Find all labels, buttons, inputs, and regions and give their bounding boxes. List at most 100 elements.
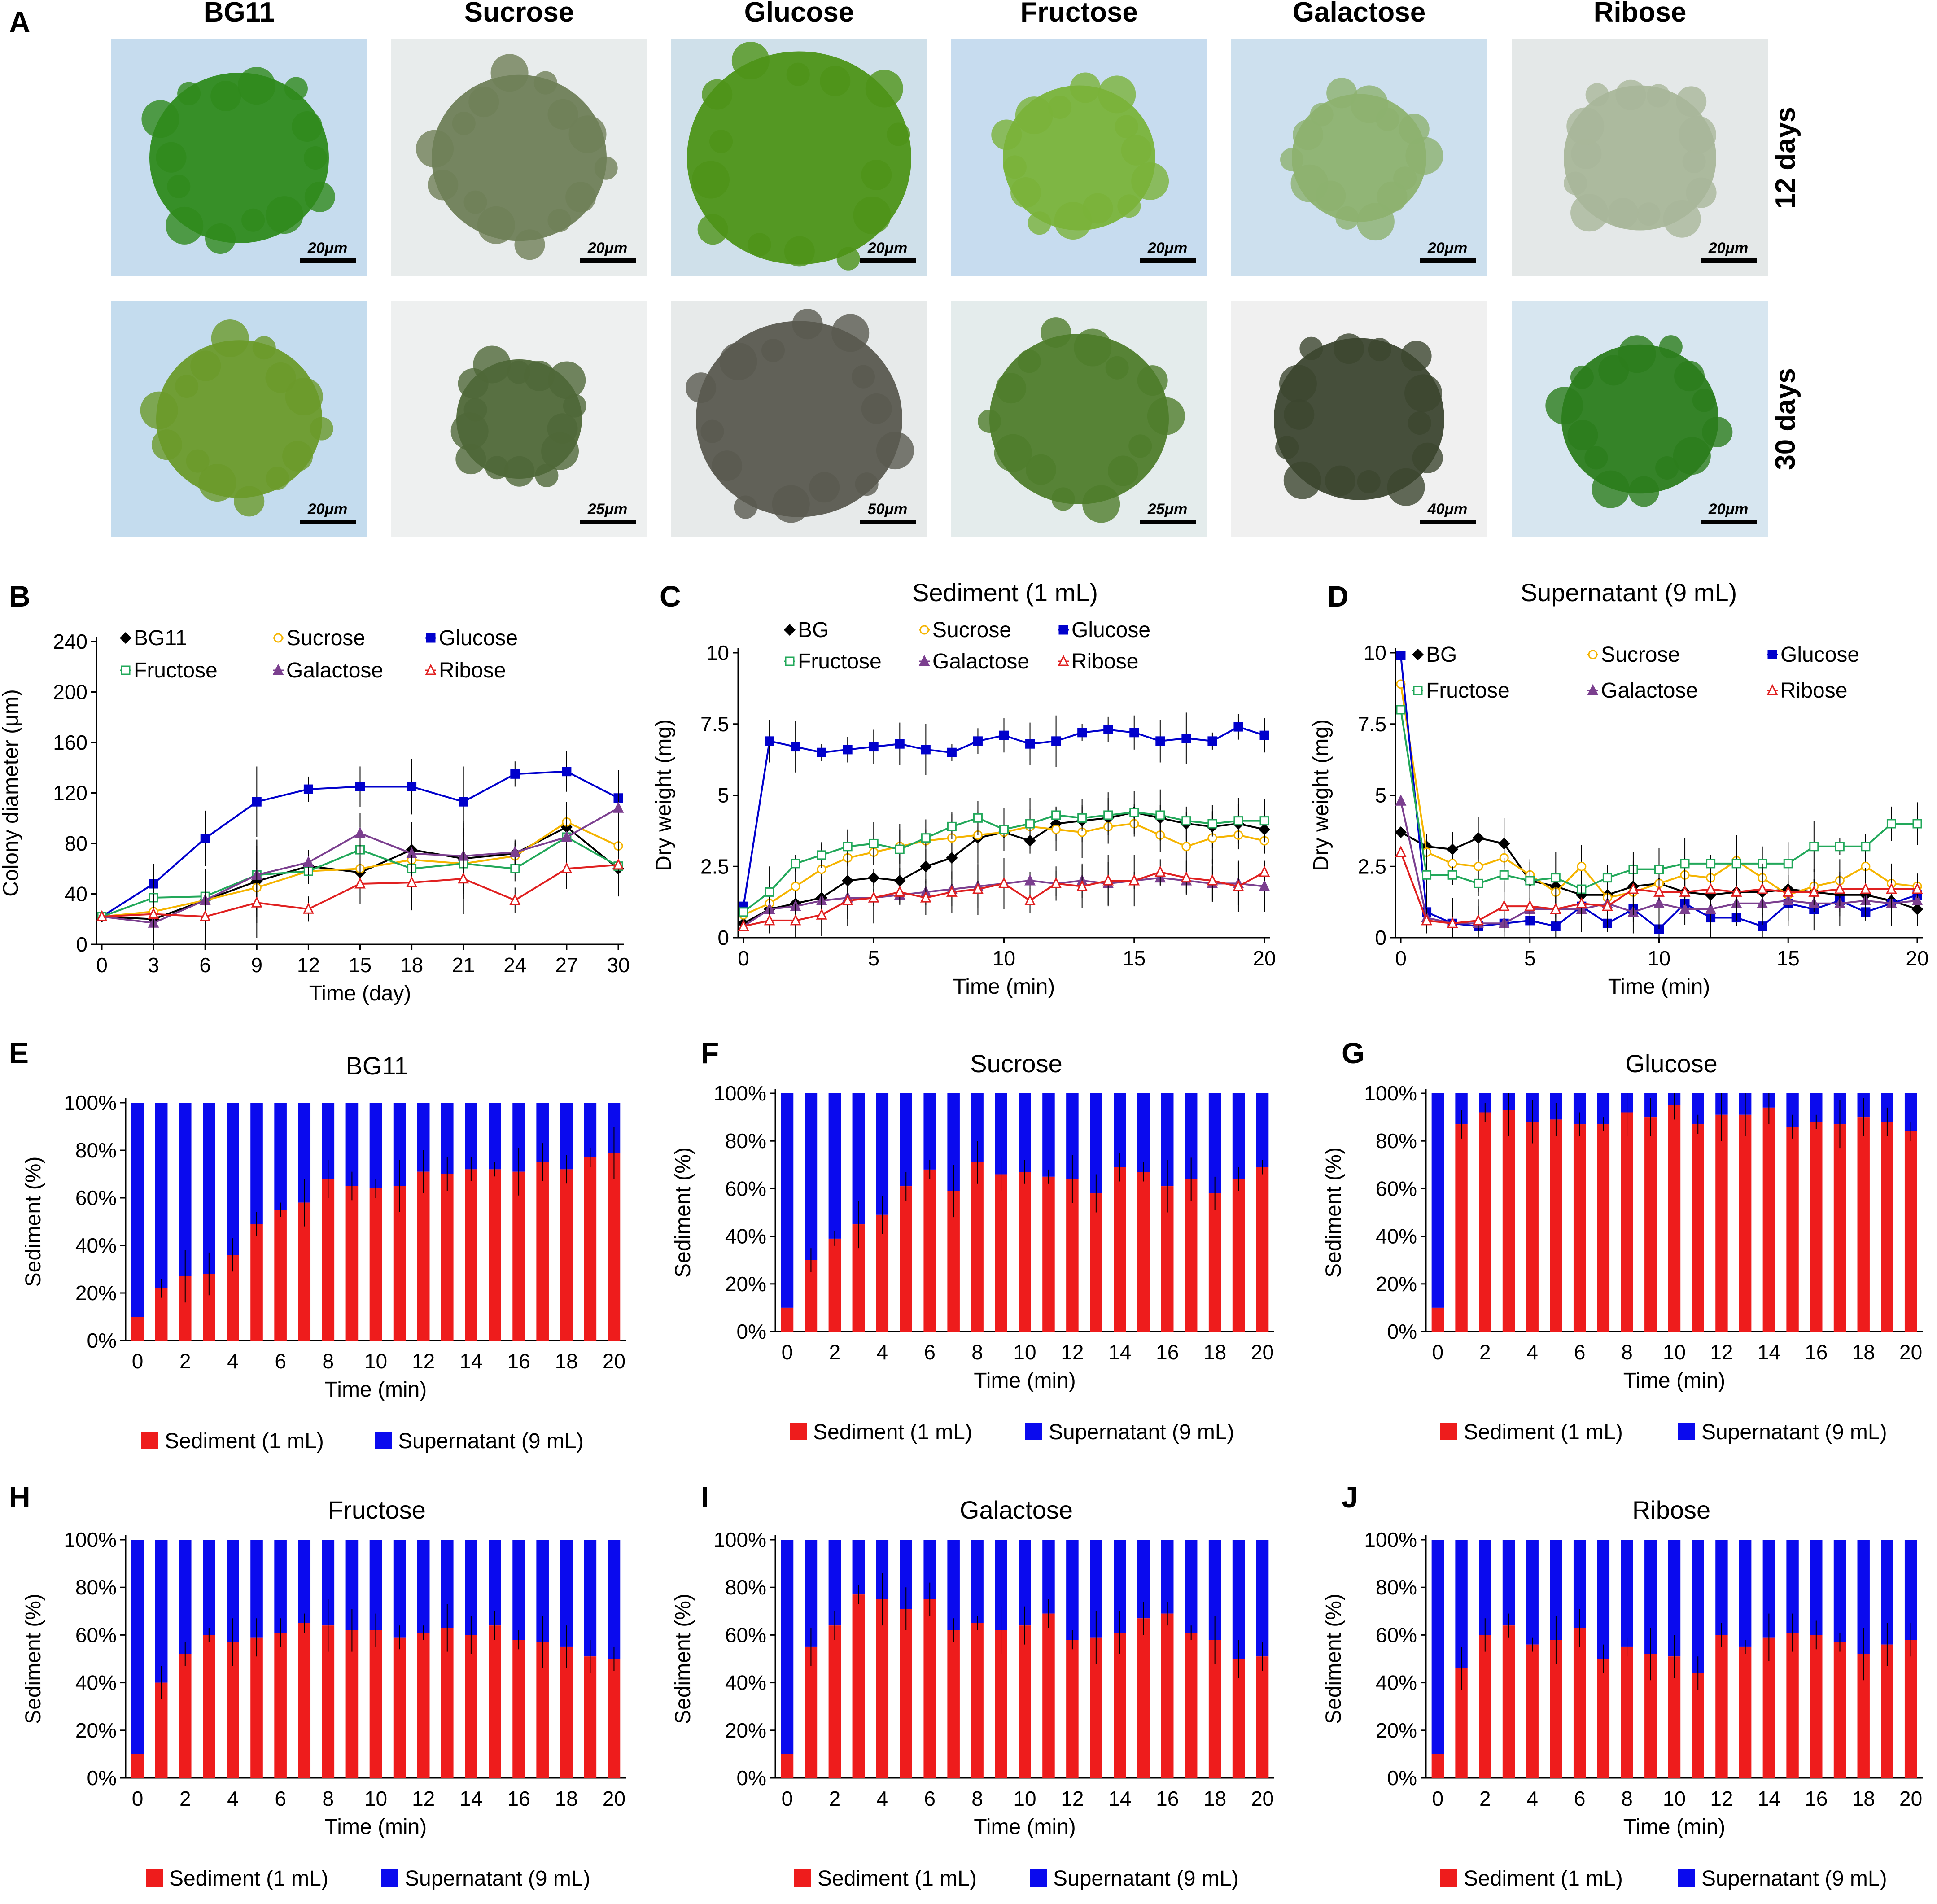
bar-sediment [465, 1169, 477, 1341]
legend-item: Fructose [1412, 679, 1510, 703]
colony-lobe [1121, 135, 1152, 166]
data-point [1207, 819, 1217, 829]
data-point [1911, 882, 1923, 894]
bar-sediment [1621, 1646, 1633, 1778]
legend-item: Sediment (1 mL) [794, 1867, 977, 1891]
y-tick-label: 80% [75, 1576, 117, 1599]
data-point [973, 736, 983, 746]
legend-item: Supernatant (9 mL) [1678, 1867, 1887, 1891]
colony-lobe [265, 196, 303, 234]
data-point [510, 769, 520, 779]
scale-bar [300, 520, 356, 524]
legend-marker [918, 655, 930, 666]
colony-lobe [1128, 434, 1152, 458]
colony-lobe [1584, 446, 1608, 470]
colony-lobe [477, 206, 515, 244]
legend-item: Supernatant (9 mL) [1025, 1420, 1234, 1444]
x-tick-label: 18 [1203, 1341, 1226, 1364]
data-point [1783, 859, 1793, 869]
x-tick-label: 6 [199, 953, 211, 977]
colony-lobe [1692, 389, 1716, 412]
colony-lobe [1117, 194, 1141, 218]
x-tick-label: 8 [1621, 1341, 1633, 1364]
data-point [1076, 880, 1088, 891]
data-point [921, 833, 931, 843]
bar-sediment [1644, 1117, 1657, 1332]
panel-letter-h: H [9, 1480, 31, 1514]
data-point [894, 886, 905, 897]
x-tick-label: 16 [1156, 1787, 1179, 1810]
bar-sediment [250, 1224, 263, 1341]
colony-lobe [156, 142, 187, 173]
x-tick-label: 14 [1758, 1787, 1780, 1810]
colony-lobe [1571, 138, 1602, 169]
x-tick-label: 18 [1852, 1341, 1875, 1364]
x-tick-label: 5 [868, 947, 879, 970]
x-tick-label: 20 [1899, 1341, 1922, 1364]
bar-sediment [947, 1630, 960, 1778]
column-title-0: BG11 [204, 0, 275, 28]
micrograph-1-3: 25μm [951, 301, 1207, 537]
chart-title: BG11 [345, 1052, 408, 1080]
legend-marker [272, 664, 284, 675]
data-point [1421, 914, 1432, 926]
colony-lobe [1678, 116, 1716, 154]
data-point [1024, 874, 1036, 886]
data-point [999, 730, 1009, 740]
data-point [1051, 736, 1061, 746]
x-tick-label: 16 [507, 1787, 530, 1810]
bar-sediment [1715, 1635, 1728, 1778]
legend-label: Ribose [1071, 650, 1138, 673]
bar-sediment [1137, 1618, 1150, 1778]
x-tick-label: 10 [1013, 1787, 1036, 1810]
legend-marker [121, 665, 131, 675]
data-point [946, 886, 958, 897]
data-point [1653, 886, 1665, 897]
bar-sediment [781, 1307, 794, 1332]
data-point [1782, 886, 1794, 897]
legend-item: Fructose [784, 650, 882, 673]
colony-lobe [547, 209, 571, 232]
bar-sediment [1185, 1633, 1198, 1778]
chart-title: Fructose [328, 1496, 426, 1524]
colony-lobe [524, 360, 555, 391]
bar-supernatant [155, 1540, 168, 1683]
y-tick-label: 0 [76, 933, 87, 956]
legend-marker [425, 664, 437, 675]
colony-lobe [748, 233, 771, 257]
data-point [1181, 734, 1191, 743]
colony-lobe [565, 182, 596, 213]
legend-label: Glucose [439, 626, 518, 650]
x-tick-label: 0 [738, 947, 749, 970]
data-point [199, 910, 211, 921]
bar-sediment [1019, 1172, 1031, 1332]
colony-lobe [1663, 200, 1701, 238]
legend-item: Glucose [425, 626, 518, 650]
data-point [921, 745, 931, 755]
colony-lobe [1655, 456, 1679, 480]
bar-sediment [274, 1210, 287, 1341]
data-point [1706, 859, 1716, 869]
colony-lobe [865, 70, 903, 108]
data-point [1077, 813, 1087, 823]
x-tick-label: 14 [1758, 1341, 1780, 1364]
bar-sediment [1161, 1613, 1174, 1778]
data-point [843, 842, 853, 852]
y-tick-label: 0 [1375, 926, 1386, 949]
data-point [1834, 882, 1845, 894]
x-tick-label: 4 [1526, 1341, 1538, 1364]
y-axis-label: Sediment (%) [1322, 1594, 1346, 1724]
micrograph-0-4: 20μm [1231, 39, 1487, 276]
data-point [459, 797, 468, 807]
bar-sediment [1019, 1625, 1031, 1778]
bar-sediment [1066, 1640, 1079, 1778]
legend-item: Sucrose [1587, 643, 1680, 667]
data-point [407, 782, 417, 791]
legend-marker [1766, 684, 1778, 695]
colony-lobe [285, 377, 323, 415]
bar-sediment [923, 1169, 936, 1332]
data-point [1447, 859, 1457, 869]
legend-item: Sediment (1 mL) [790, 1420, 972, 1444]
y-tick-label: 80% [725, 1129, 766, 1153]
colony-lobe [252, 336, 276, 360]
